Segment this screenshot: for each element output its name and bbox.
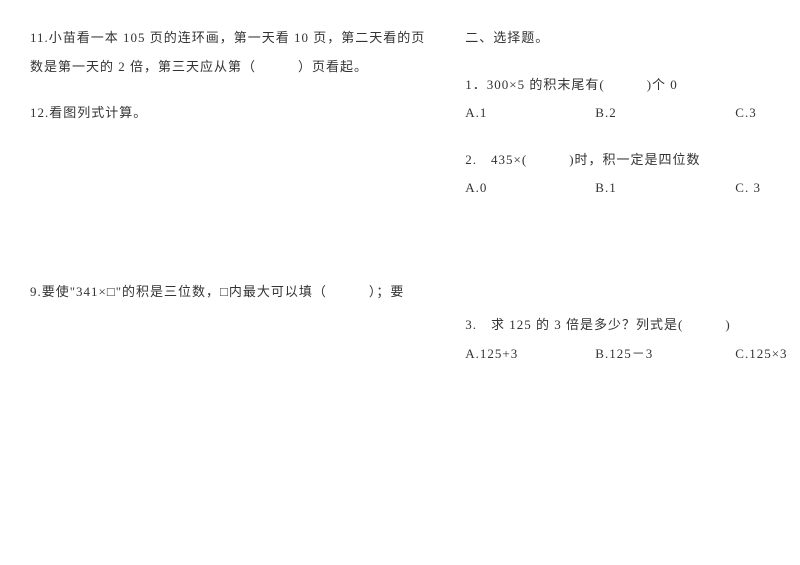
q3: 3. 求 125 的 3 倍是多少？列式是( ) <box>465 311 787 340</box>
q2-option-c: C. 3 <box>735 174 761 203</box>
q1-option-a: A.1 <box>465 99 595 128</box>
q2: 2. 435×( )时，积一定是四位数 <box>465 146 787 175</box>
spacer <box>30 81 425 99</box>
q2-option-b: B.1 <box>595 174 735 203</box>
q3-option-a: A.125+3 <box>465 340 595 369</box>
q1-option-c: C.3 <box>735 99 756 128</box>
q12: 12.看图列式计算。 <box>30 99 425 128</box>
q9: 9.要使"341×□"的积是三位数，□内最大可以填（ ）；要 <box>30 278 425 307</box>
spacer <box>465 128 787 146</box>
q11-line1: 11.小苗看一本 105 页的连环画，第一天看 10 页，第二天看的页 <box>30 24 425 53</box>
q2-options: A.0 B.1 C. 3 <box>465 174 787 203</box>
q1-options: A.1 B.2 C.3 <box>465 99 787 128</box>
page-container: 11.小苗看一本 105 页的连环画，第一天看 10 页，第二天看的页 数是第一… <box>0 0 800 565</box>
left-column: 11.小苗看一本 105 页的连环画，第一天看 10 页，第二天看的页 数是第一… <box>30 24 445 541</box>
section-title: 二、选择题。 <box>465 24 787 53</box>
q3-option-b: B.125－3 <box>595 340 735 369</box>
q3-options: A.125+3 B.125－3 C.125×3 <box>465 340 787 369</box>
q1: 1．300×5 的积末尾有( )个 0 <box>465 71 787 100</box>
spacer <box>465 203 787 311</box>
q3-option-c: C.125×3 <box>735 340 787 369</box>
q11-line2: 数是第一天的 2 倍，第三天应从第（ ）页看起。 <box>30 53 425 82</box>
spacer <box>30 128 425 278</box>
right-column: 二、选择题。 1．300×5 的积末尾有( )个 0 A.1 B.2 C.3 2… <box>445 24 787 541</box>
q2-option-a: A.0 <box>465 174 595 203</box>
spacer <box>465 53 787 71</box>
q1-option-b: B.2 <box>595 99 735 128</box>
